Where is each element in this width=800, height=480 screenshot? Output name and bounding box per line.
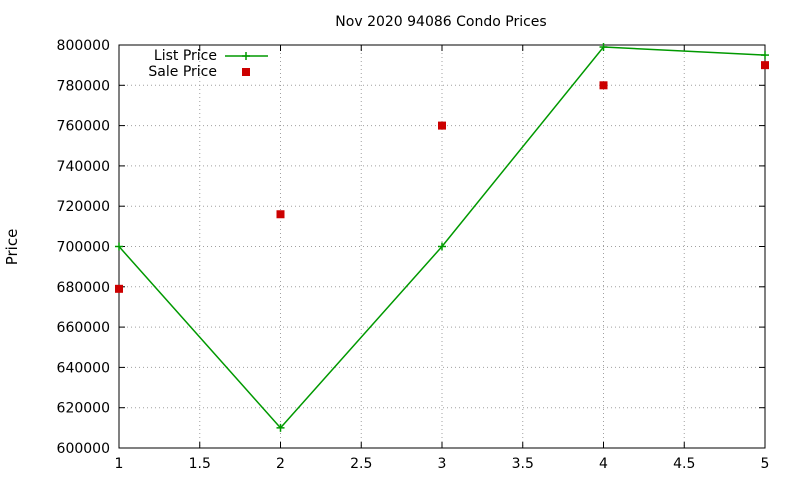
list-price-point bbox=[276, 423, 285, 432]
sale-price-point bbox=[276, 210, 285, 219]
y-tick-label: 760000 bbox=[57, 119, 110, 135]
y-tick-label: 660000 bbox=[57, 320, 110, 336]
legend-marker-sale-price bbox=[242, 68, 250, 76]
list-price-point bbox=[599, 43, 608, 52]
y-tick-label: 720000 bbox=[57, 199, 110, 215]
list-price-point bbox=[761, 51, 769, 60]
y-tick-label: 740000 bbox=[57, 159, 110, 175]
series-layer bbox=[115, 43, 769, 432]
x-tick-label: 5 bbox=[761, 456, 770, 472]
x-tick-label: 3 bbox=[438, 456, 447, 472]
x-tick-label: 4.5 bbox=[673, 456, 695, 472]
x-tick-label: 2.5 bbox=[350, 456, 372, 472]
sale-price-point bbox=[115, 284, 123, 293]
chart-title: Nov 2020 94086 Condo Prices bbox=[335, 14, 546, 30]
legend-label-list-price: List Price bbox=[154, 48, 217, 64]
list-price-point bbox=[115, 242, 123, 251]
list-price-point bbox=[438, 242, 446, 251]
y-tick-label: 620000 bbox=[57, 401, 110, 417]
x-tick-label: 1.5 bbox=[189, 456, 211, 472]
y-tick-label: 700000 bbox=[57, 240, 110, 256]
legend-label-sale-price: Sale Price bbox=[148, 64, 217, 80]
y-tick-label: 780000 bbox=[57, 78, 110, 94]
y-tick-label: 600000 bbox=[57, 441, 110, 457]
x-tick-label: 1 bbox=[115, 456, 124, 472]
y-tick-label: 800000 bbox=[57, 38, 110, 54]
x-tick-label: 4 bbox=[599, 456, 608, 472]
sale-price-point bbox=[438, 121, 446, 130]
y-axis-label: Price bbox=[3, 229, 21, 266]
sale-price-point bbox=[599, 81, 608, 90]
y-tick-label: 640000 bbox=[57, 360, 110, 376]
x-tick-label: 2 bbox=[276, 456, 285, 472]
legend-marker-list-price bbox=[242, 52, 250, 60]
x-tick-label: 3.5 bbox=[512, 456, 534, 472]
y-tick-label: 680000 bbox=[57, 280, 110, 296]
sale-price-point bbox=[761, 61, 769, 70]
axis-ticks: 1 1.5 2 2.5 3 3.5 4 4.5 5 600000 620000 640000 66000… bbox=[57, 38, 770, 472]
